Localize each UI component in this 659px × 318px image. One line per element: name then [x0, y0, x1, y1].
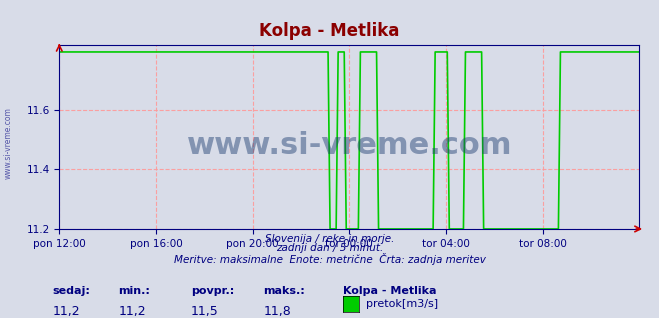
- Text: maks.:: maks.:: [264, 286, 305, 296]
- Text: www.si-vreme.com: www.si-vreme.com: [186, 131, 512, 161]
- Text: Kolpa - Metlika: Kolpa - Metlika: [259, 22, 400, 40]
- Text: Meritve: maksimalne  Enote: metrične  Črta: zadnja meritev: Meritve: maksimalne Enote: metrične Črta…: [173, 253, 486, 265]
- Text: 11,2: 11,2: [53, 305, 80, 318]
- Text: min.:: min.:: [119, 286, 150, 296]
- Text: www.si-vreme.com: www.si-vreme.com: [3, 107, 13, 179]
- Text: 11,5: 11,5: [191, 305, 219, 318]
- Text: Slovenija / reke in morje.: Slovenija / reke in morje.: [265, 234, 394, 244]
- Text: zadnji dan / 5 minut.: zadnji dan / 5 minut.: [276, 243, 383, 253]
- Text: pretok[m3/s]: pretok[m3/s]: [366, 299, 438, 309]
- Text: sedaj:: sedaj:: [53, 286, 90, 296]
- Text: 11,2: 11,2: [119, 305, 146, 318]
- Text: 11,8: 11,8: [264, 305, 291, 318]
- Text: povpr.:: povpr.:: [191, 286, 235, 296]
- Text: Kolpa - Metlika: Kolpa - Metlika: [343, 286, 436, 296]
